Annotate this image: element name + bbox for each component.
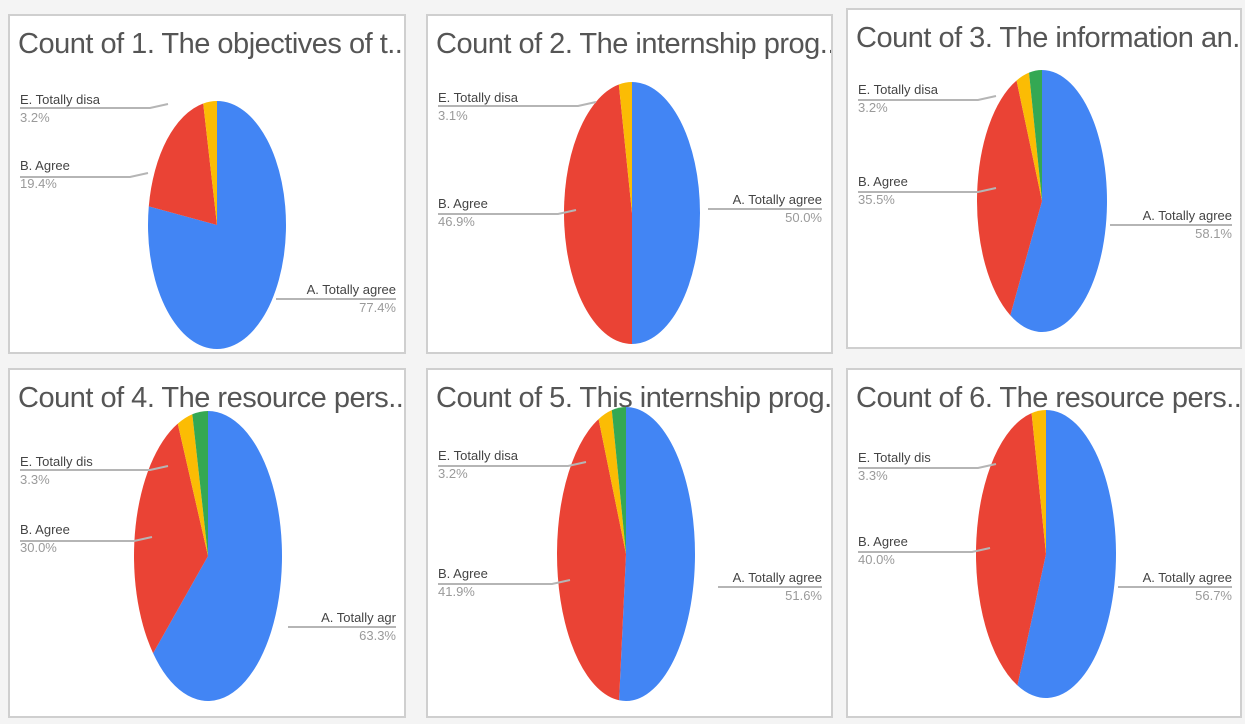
pie-chart-card-3: Count of 3. The information an... A. Tota… (846, 8, 1242, 349)
pie-slice-a-totally-agree (153, 411, 282, 701)
slice-label-a-totally-agree: A. Totally agree (1143, 208, 1232, 223)
slice-label-e-totally-disagree: E. Totally dis (20, 454, 93, 469)
chart-title: Count of 1. The objectives of t... (18, 28, 406, 60)
pie-chart-card-2: Count of 2. The internship prog... A. Tot… (426, 14, 833, 354)
pie-chart-card-4: Count of 4. The resource pers... A. Total… (8, 368, 406, 718)
pie-chart-svg: A. Totally agree 56.7% B. Agree 40.0% E. Tot… (858, 410, 1232, 698)
slice-percent-b-agree: 40.0% (858, 552, 895, 567)
slice-percent-e-totally-disagree: 3.1% (438, 108, 468, 123)
leader-line-e-totally-disagree (438, 461, 587, 467)
pie-slice-b-agree (977, 80, 1042, 316)
slice-label-b-agree: B. Agree (20, 158, 70, 173)
chart-title: Count of 6. The resource pers... (856, 382, 1242, 414)
slice-label-a-totally-agree: A. Totally agree (733, 192, 822, 207)
slice-label-b-agree: B. Agree (20, 522, 70, 537)
slice-label-b-agree: B. Agree (438, 566, 488, 581)
pie-slice-b-agree (148, 103, 217, 225)
pie-chart-svg: A. Totally agr 63.3% B. Agree 30.0% E. Total… (20, 411, 397, 701)
leader-line-b-agree (858, 547, 991, 553)
slice-label-e-totally-disagree: E. Totally disa (20, 92, 101, 107)
pie-slice-other (192, 411, 208, 556)
slice-percent-a-totally-agree: 51.6% (785, 588, 822, 603)
slice-percent-b-agree: 19.4% (20, 176, 57, 191)
pie-slice-e-totally-disagree (1016, 72, 1042, 201)
slice-percent-b-agree: 35.5% (858, 192, 895, 207)
leader-line-e-totally-disagree (858, 95, 997, 101)
slice-percent-e-totally-disagree: 3.3% (20, 472, 50, 487)
slice-percent-e-totally-disagree: 3.2% (20, 110, 50, 125)
pie-slice-a-totally-agree (619, 407, 696, 701)
slice-percent-b-agree: 46.9% (438, 214, 475, 229)
leader-line-e-totally-disagree (438, 101, 597, 107)
pie-chart-card-6: Count of 6. The resource pers... A. Total… (846, 368, 1242, 718)
pie-slice-a-totally-agree (1010, 70, 1107, 332)
pie-chart-svg: A. Totally agree 77.4% B. Agree 19.4% E. Tot… (20, 92, 396, 349)
pie-slice-e-totally-disagree (1031, 410, 1046, 554)
slice-label-a-totally-agree: A. Totally agree (1143, 570, 1232, 585)
pie-slice-b-agree (564, 84, 632, 344)
pie-chart-card-5: Count of 5. This internship prog... A. To… (426, 368, 833, 718)
slice-label-b-agree: B. Agree (858, 174, 908, 189)
slice-percent-a-totally-agree: 56.7% (1195, 588, 1232, 603)
slice-label-e-totally-disagree: E. Totally disa (438, 90, 519, 105)
pie-slice-b-agree (976, 413, 1046, 686)
slice-percent-e-totally-disagree: 3.3% (858, 468, 888, 483)
slice-label-a-totally-agree: A. Totally agree (307, 282, 396, 297)
leader-line-b-agree (438, 579, 571, 585)
slice-percent-a-totally-agree: 58.1% (1195, 226, 1232, 241)
pie-slice-a-totally-agree (632, 82, 700, 344)
slice-label-a-totally-agree: A. Totally agree (733, 570, 822, 585)
pie-slice-other (1029, 70, 1042, 201)
leader-line-b-agree (20, 172, 149, 178)
pie-slice-b-agree (134, 423, 208, 654)
leader-line-e-totally-disagree (858, 463, 997, 469)
pie-slice-other (611, 407, 626, 554)
leader-line-b-agree (858, 187, 997, 193)
slice-label-b-agree: B. Agree (438, 196, 488, 211)
pie-slice-e-totally-disagree (203, 101, 217, 225)
leader-line-e-totally-disagree (20, 103, 169, 109)
pie-slice-b-agree (557, 419, 626, 701)
leader-line-b-agree (20, 536, 153, 542)
leader-line-b-agree (438, 209, 577, 215)
leader-line-e-totally-disagree (20, 465, 169, 471)
slice-percent-a-totally-agree: 50.0% (785, 210, 822, 225)
slice-label-e-totally-disagree: E. Totally dis (858, 450, 931, 465)
slice-percent-e-totally-disagree: 3.2% (438, 466, 468, 481)
slice-percent-a-totally-agree: 77.4% (359, 300, 396, 315)
slice-label-e-totally-disagree: E. Totally disa (858, 82, 939, 97)
slice-percent-b-agree: 41.9% (438, 584, 475, 599)
chart-title: Count of 4. The resource pers... (18, 382, 406, 414)
pie-chart-card-1: Count of 1. The objectives of t... A. Tot… (8, 14, 406, 354)
pie-chart-svg: A. Totally agree 50.0% B. Agree 46.9% E. Tot… (438, 82, 822, 344)
slice-percent-b-agree: 30.0% (20, 540, 57, 555)
pie-slice-a-totally-agree (1017, 410, 1116, 698)
pie-chart-svg: A. Totally agree 51.6% B. Agree 41.9% E. Tot… (438, 407, 822, 701)
pie-slice-e-totally-disagree (598, 410, 626, 554)
slice-percent-e-totally-disagree: 3.2% (858, 100, 888, 115)
pie-slice-e-totally-disagree (177, 414, 208, 556)
slice-label-e-totally-disagree: E. Totally disa (438, 448, 519, 463)
chart-title: Count of 3. The information an... (856, 22, 1242, 54)
slice-percent-a-totally-agree: 63.3% (359, 628, 396, 643)
slice-label-b-agree: B. Agree (858, 534, 908, 549)
pie-slice-e-totally-disagree (618, 82, 632, 213)
pie-chart-svg: A. Totally agree 58.1% B. Agree 35.5% E. Tot… (858, 70, 1232, 332)
slice-label-a-totally-agree: A. Totally agr (321, 610, 397, 625)
chart-title: Count of 2. The internship prog... (436, 28, 833, 60)
